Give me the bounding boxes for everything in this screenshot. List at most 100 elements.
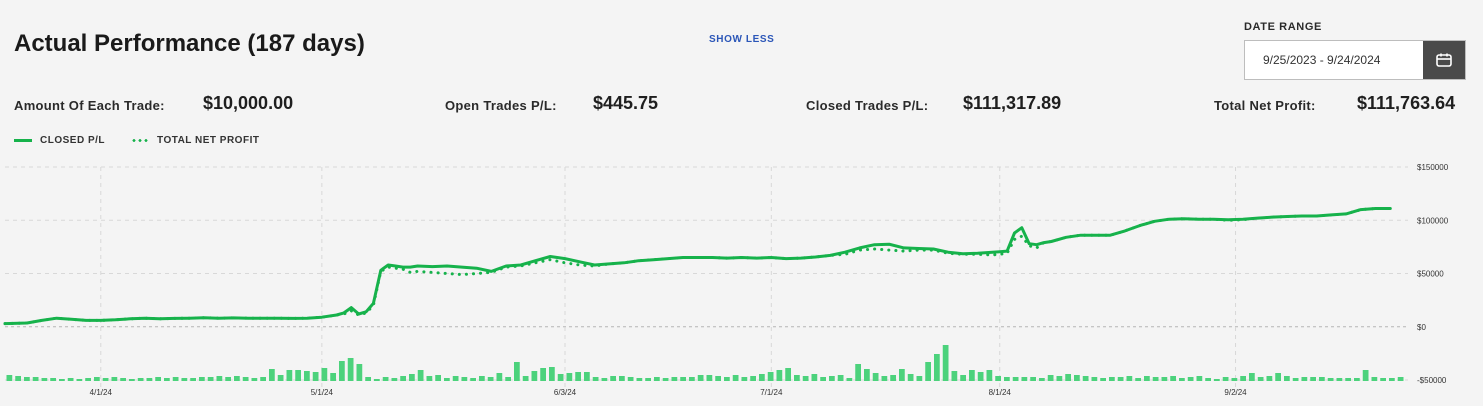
volume-bar xyxy=(76,379,83,381)
volume-bar xyxy=(435,375,441,381)
volume-bar xyxy=(732,375,739,381)
performance-chart: $150000 $100000 $50000 $0 -$50000 4/1/24 5/1/2… xyxy=(3,163,1449,397)
y-tick-label: -$50000 xyxy=(1417,376,1447,385)
volume-bar xyxy=(479,376,485,381)
volume-bar xyxy=(234,376,240,381)
y-tick-label: $100000 xyxy=(1417,216,1449,225)
volume-bar xyxy=(540,368,546,381)
x-tick-label: 4/1/24 xyxy=(90,388,113,397)
x-tick-label: 9/2/24 xyxy=(1224,388,1247,397)
amount-each-trade-value: $10,000.00 xyxy=(203,93,294,113)
volume-bar xyxy=(242,377,249,381)
show-less-link[interactable]: SHOW LESS xyxy=(709,34,775,45)
volume-bar xyxy=(277,375,284,381)
volume-bar xyxy=(855,364,861,381)
volume-bar xyxy=(864,369,870,381)
volume-bar xyxy=(102,378,109,381)
volume-bar xyxy=(872,373,879,381)
date-range-picker[interactable]: 9/25/2023 - 9/24/2024 xyxy=(1244,40,1466,80)
volume-bar xyxy=(1039,378,1045,381)
legend-swatch-closed xyxy=(14,139,32,142)
legend-label-closed: CLOSED P/L xyxy=(40,135,106,146)
volume-bar xyxy=(680,377,686,381)
volume-bar xyxy=(155,377,161,381)
volume-bar xyxy=(610,376,616,381)
volume-bar xyxy=(1065,374,1071,381)
volume-bar xyxy=(890,375,896,381)
volume-bar xyxy=(1109,377,1115,381)
volume-bar xyxy=(225,377,231,381)
x-tick-label: 7/1/24 xyxy=(760,388,783,397)
volume-bar xyxy=(514,362,520,381)
volume-bar xyxy=(942,345,949,381)
volume-bar xyxy=(1126,376,1133,381)
volume-bar xyxy=(951,371,958,381)
volume-bar xyxy=(1362,370,1369,381)
volume-bar xyxy=(785,368,791,381)
volume-bar xyxy=(1117,377,1124,381)
volume-bar xyxy=(321,368,328,381)
volume-bar xyxy=(304,371,310,381)
volume-bar xyxy=(391,378,398,381)
volume-bar xyxy=(794,375,800,381)
volume-bar xyxy=(382,377,389,381)
volume-bar xyxy=(1161,377,1168,381)
legend-label-total: TOTAL NET PROFIT xyxy=(157,135,260,146)
volume-bar xyxy=(286,370,293,381)
volume-bar xyxy=(1231,378,1238,381)
volume-bar xyxy=(1100,378,1106,381)
volume-bar xyxy=(251,378,258,381)
legend-item-total[interactable]: TOTAL NET PROFIT xyxy=(131,135,259,146)
volume-bar xyxy=(295,370,301,381)
volume-bar xyxy=(1284,376,1290,381)
volume-bar xyxy=(575,372,581,381)
volume-bar xyxy=(146,378,153,381)
y-tick-label: $150000 xyxy=(1417,163,1449,172)
volume-bar xyxy=(557,374,564,381)
volume-bar xyxy=(181,378,188,381)
volume-bar xyxy=(837,375,844,381)
volume-bar xyxy=(207,377,214,381)
volume-bar xyxy=(1144,376,1150,381)
amount-each-trade-label: Amount Of Each Trade: xyxy=(14,98,165,113)
volume-bar xyxy=(41,378,48,381)
volume-bar xyxy=(636,378,643,381)
volume-bar xyxy=(1310,377,1316,381)
volume-bar xyxy=(1196,376,1203,381)
volume-bar xyxy=(619,376,625,381)
volume-bar xyxy=(759,374,765,381)
volume-bar xyxy=(697,375,704,381)
volume-bar xyxy=(584,372,590,381)
calendar-icon xyxy=(1436,53,1452,67)
volume-bar xyxy=(1389,378,1395,381)
volume-bar xyxy=(549,367,555,381)
volume-bar xyxy=(566,373,573,381)
volume-bar xyxy=(986,370,993,381)
volume-bar xyxy=(916,376,923,381)
date-range-label: DATE RANGE xyxy=(1244,21,1322,33)
volume-bar xyxy=(995,376,1001,381)
volume-bar xyxy=(960,375,966,381)
volume-bar xyxy=(969,370,975,381)
volume-bar xyxy=(750,376,756,381)
volume-bar xyxy=(1135,378,1141,381)
calendar-button[interactable] xyxy=(1423,41,1465,79)
volume-bar xyxy=(347,358,354,381)
volume-bar xyxy=(199,377,205,381)
volume-bar xyxy=(671,377,678,381)
volume-bar xyxy=(1292,378,1299,381)
legend-item-closed[interactable]: CLOSED P/L xyxy=(14,135,105,146)
x-tick-label: 5/1/24 xyxy=(311,388,334,397)
volume-bar xyxy=(470,378,476,381)
volume-bar xyxy=(1222,377,1229,381)
volume-bar xyxy=(1345,378,1351,381)
volume-bar xyxy=(934,354,940,381)
volume-bar xyxy=(172,377,179,381)
volume-bar xyxy=(1327,378,1334,381)
volume-bar xyxy=(374,379,380,381)
date-range-input[interactable]: 9/25/2023 - 9/24/2024 xyxy=(1263,53,1381,67)
volume-bar xyxy=(1170,376,1176,381)
open-trades-value: $445.75 xyxy=(593,93,659,113)
y-tick-label: $0 xyxy=(1417,323,1426,332)
volume-bar xyxy=(522,376,529,381)
